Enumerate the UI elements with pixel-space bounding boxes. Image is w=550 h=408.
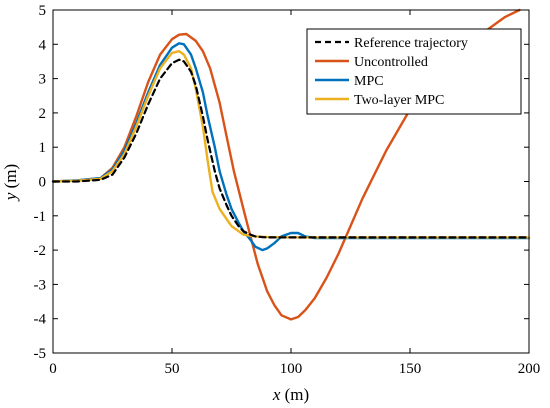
x-axis-unit: (m) <box>280 385 309 404</box>
y-tick-label: 4 <box>39 37 47 53</box>
x-tick-label: 150 <box>399 361 422 377</box>
y-axis-unit: (m) <box>1 164 20 193</box>
legend-entry-label: Reference trajectory <box>354 36 468 51</box>
y-tick-label: -2 <box>34 243 47 259</box>
x-axis-variable: x <box>272 385 281 404</box>
y-tick-label: 2 <box>39 106 47 122</box>
legend-entry-label: Two-layer MPC <box>354 93 444 108</box>
y-axis-label: y (m) <box>1 164 20 202</box>
legend-entry-label: MPC <box>354 74 384 89</box>
series-line-uncontrolled <box>51 8 521 321</box>
legend: Reference trajectory Uncontrolled MPC Two-l… <box>306 28 522 115</box>
y-tick-label: -3 <box>34 277 47 293</box>
x-tick-label: 100 <box>280 361 303 377</box>
plot-area-frame <box>52 9 530 354</box>
y-tick-label: -5 <box>34 346 47 362</box>
x-axis-label: x (m) <box>272 385 309 404</box>
series-line-mpc <box>51 42 531 252</box>
y-tick-label: 1 <box>39 140 47 156</box>
y-tick-label: 3 <box>39 72 47 88</box>
x-tick-label: 50 <box>165 361 180 377</box>
y-axis-variable: y <box>1 192 20 202</box>
y-tick-label: 0 <box>39 175 47 191</box>
y-tick-label: -1 <box>34 209 47 225</box>
x-tick-label: 0 <box>49 361 57 377</box>
y-tick-label: 5 <box>39 3 47 19</box>
x-tick-label: 200 <box>518 361 541 377</box>
legend-entry-label: Uncontrolled <box>354 55 428 70</box>
series-lines <box>51 8 531 321</box>
axis-ticks: 0 50 100 150 200 -5 -4 -3 -2 -1 0 1 2 3 4 5 <box>34 3 541 377</box>
y-tick-label: -4 <box>34 312 47 328</box>
series-line-reference-trajectory <box>51 58 531 239</box>
